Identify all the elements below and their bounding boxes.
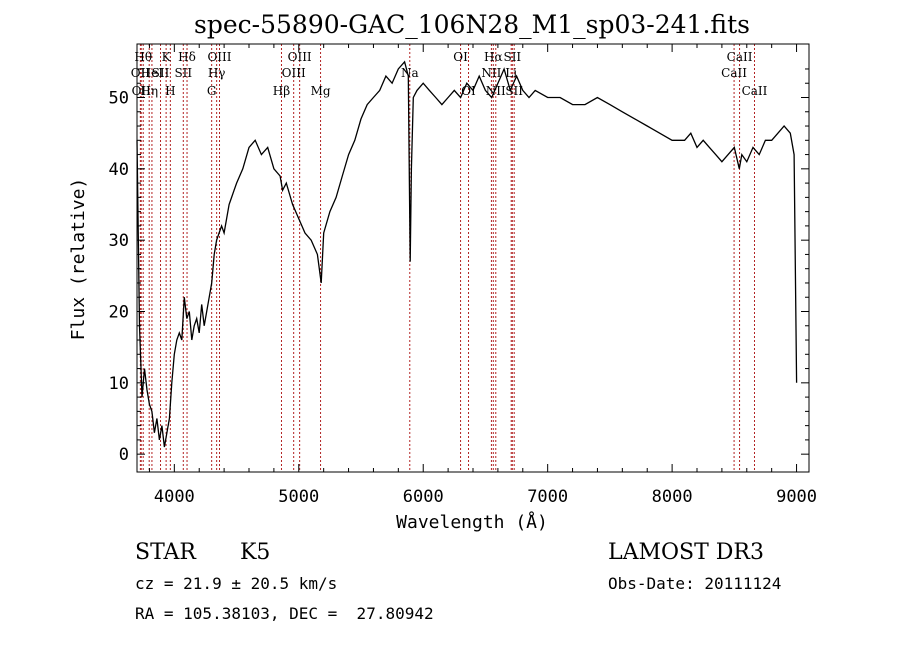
object-subclass: K5 (240, 540, 271, 565)
survey-name: LAMOST DR3 (608, 540, 764, 565)
line-label-17: Na (401, 66, 419, 80)
x-tick-label-7000: 7000 (527, 487, 568, 507)
spectral-line-labels: OIIOIIHθHηHeISIIKHHδSIIGHγOIIIHβOIIIOIII… (131, 50, 768, 98)
line-label-14: OIII (282, 66, 306, 80)
line-label-16: Mg (311, 84, 331, 98)
line-label-26: CaII (721, 66, 747, 80)
x-axis-label: Wavelength (Å) (396, 511, 548, 533)
x-tick-label-8000: 8000 (652, 487, 693, 507)
x-tick-label-4000: 4000 (154, 487, 195, 507)
line-label-24: SII (503, 50, 521, 64)
observation-date: Obs-Date: 20111124 (608, 574, 782, 593)
redshift-velocity: cz = 21.9 ± 20.5 km/s (135, 574, 338, 593)
line-label-23: Li (505, 66, 517, 80)
line-label-13: Hβ (273, 84, 290, 98)
line-label-11: Hγ (208, 66, 226, 80)
coordinates: RA = 105.38103, DEC = 27.80942 (135, 604, 434, 623)
line-label-15: OIII (288, 50, 312, 64)
x-tick-label-6000: 6000 (403, 487, 444, 507)
x-axis-ticks: 4000 5000 6000 7000 8000 9000 (148, 44, 817, 507)
y-axis-label: Flux (relative) (68, 178, 89, 341)
line-label-4: HeI (141, 66, 164, 80)
x-tick-label-9000: 9000 (776, 487, 817, 507)
object-class: STAR (135, 540, 196, 565)
line-label-9: SII (174, 66, 192, 80)
line-label-0: OII (131, 66, 151, 80)
line-label-20: NII (481, 66, 501, 80)
y-tick-label-30: 30 (109, 231, 129, 251)
line-label-5: SII (152, 66, 170, 80)
y-tick-label-0: 0 (119, 445, 129, 465)
y-tick-label-10: 10 (109, 374, 129, 394)
line-label-7: H (165, 84, 175, 98)
y-tick-label-20: 20 (109, 303, 129, 323)
plot-frame (136, 43, 810, 473)
y-tick-label-40: 40 (109, 160, 129, 180)
line-label-27: CaII (727, 50, 753, 64)
chart-title: spec-55890-GAC_106N28_M1_sp03-241.fits (194, 10, 750, 39)
line-label-10: G (207, 84, 217, 98)
line-label-18: OI (453, 50, 468, 64)
x-tick-label-5000: 5000 (278, 487, 319, 507)
line-label-3: Hη (140, 84, 158, 98)
line-label-22: NII (486, 84, 506, 98)
line-label-8: Hδ (178, 50, 196, 64)
spectrum-series-line (136, 60, 798, 448)
line-label-28: CaII (742, 84, 768, 98)
line-label-2: Hθ (134, 50, 152, 64)
line-label-1: OII (132, 84, 152, 98)
y-tick-label-50: 50 (109, 89, 129, 109)
line-label-12: OIII (207, 50, 231, 64)
spectral-line-markers (139, 44, 755, 472)
line-label-21: Hα (484, 50, 503, 64)
y-axis-ticks: 0 10 20 30 40 50 (109, 68, 809, 465)
line-label-6: K (162, 50, 172, 64)
